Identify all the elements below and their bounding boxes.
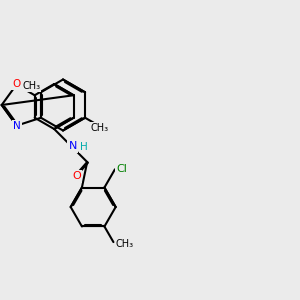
Text: Cl: Cl <box>116 164 127 174</box>
Text: N: N <box>69 141 77 152</box>
Text: N: N <box>13 121 20 130</box>
Text: O: O <box>72 171 81 182</box>
Text: CH₃: CH₃ <box>22 81 40 91</box>
Text: CH₃: CH₃ <box>91 122 109 133</box>
Text: O: O <box>13 80 21 89</box>
Text: H: H <box>80 142 88 152</box>
Text: CH₃: CH₃ <box>116 239 134 250</box>
